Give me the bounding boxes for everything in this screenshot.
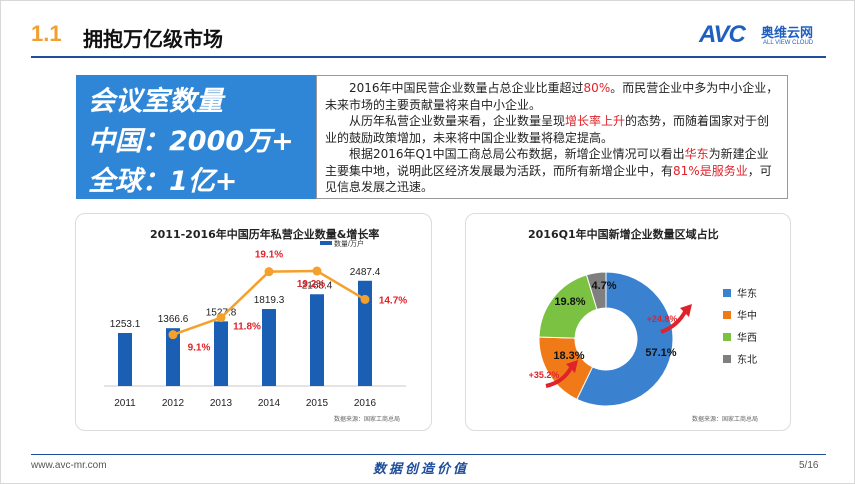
highlight-line-3: 全球：1亿+ — [88, 166, 238, 197]
bar-chart-title: 2011-2016年中国历年私营企业数量&增长率 — [150, 228, 380, 241]
x-tick-label: 2012 — [162, 398, 185, 409]
growth-rate-label: 14.7% — [379, 295, 407, 306]
pie-chart-panel: 2016Q1年中国新增企业数量区域占比 57.1% 18.3% 19.8% 4.7% +… — [465, 213, 791, 431]
growth-rate-label: 11.8% — [233, 322, 261, 333]
x-tick-label: 2013 — [210, 398, 233, 409]
slice-value-label: 18.3% — [553, 350, 584, 362]
legend-label: 华西 — [737, 331, 757, 344]
bar-value-label: 1527.8 — [206, 307, 237, 318]
growth-arrow-icon — [660, 309, 688, 334]
logo-brand: AVC — [699, 21, 746, 48]
slice-value-label: 4.7% — [591, 280, 616, 292]
growth-annotation: +35.2% — [529, 370, 560, 380]
growth-rate-point — [216, 313, 226, 323]
bar-chart-source: 数据来源：国家工商总局 — [334, 416, 401, 423]
growth-rate-point — [168, 330, 178, 340]
bar — [214, 321, 228, 386]
bar-value-label: 2168.4 — [302, 280, 333, 291]
bar-value-label: 1819.3 — [254, 295, 285, 306]
summary-text-box: 2016年中国民营企业数量占总企业比重超过80%。而民营企业中多为中小企业，未来… — [316, 75, 788, 199]
bar — [166, 328, 180, 386]
donut-slice — [585, 271, 607, 310]
x-tick-label: 2014 — [258, 398, 281, 409]
legend-label: 华东 — [737, 287, 757, 300]
legend-bar-swatch — [320, 241, 332, 245]
logo-name-cn: 奥维云网 — [761, 26, 814, 41]
growth-rate-point — [312, 266, 322, 276]
slice-value-label: 19.8% — [554, 296, 585, 308]
bar — [118, 332, 132, 386]
growth-arrowhead-icon — [680, 304, 692, 317]
legend-label: 东北 — [737, 353, 757, 366]
header-divider — [31, 56, 826, 58]
legend-bar-label: 数量/万户 — [334, 239, 364, 248]
legend-label: 华中 — [737, 309, 757, 322]
x-tick-label: 2016 — [354, 398, 377, 409]
bar-chart-panel: 2011-2016年中国历年私营企业数量&增长率 数量/万户 1253.1 201… — [75, 213, 432, 431]
summary-paragraph-3: 根据2016年Q1中国工商总局公布数据，新增企业情况可以看出华东为新建企业主要集… — [325, 147, 772, 194]
footer-slogan: 数据创造价值 — [373, 462, 470, 477]
bar-value-label: 1366.6 — [158, 314, 189, 325]
legend-swatch — [723, 333, 731, 341]
avc-logo: AVC 奥维云网 ALL VIEW CLOUD — [699, 21, 834, 51]
legend-swatch — [723, 311, 731, 319]
growth-annotation: +24.8% — [647, 314, 678, 324]
bar-chart: 数量/万户 1253.1 2011 1366.6 2012 1527.8 2013 1819… — [104, 239, 407, 409]
highlight-box: 会议室数量 中国：2000万+ 全球：1亿+ — [76, 75, 316, 199]
page-title: 拥抱万亿级市场 — [83, 27, 223, 51]
summary-paragraph-1: 2016年中国民营企业数量占总企业比重超过80%。而民营企业中多为中小企业，未来… — [325, 81, 779, 112]
section-number: 1.1 — [31, 21, 62, 46]
donut-slice — [576, 271, 674, 407]
x-tick-label: 2015 — [306, 398, 329, 409]
growth-rate-label: 19.2% — [297, 279, 325, 290]
footer-divider — [31, 454, 826, 455]
bar-value-label: 2487.4 — [350, 267, 381, 278]
pie-chart-source: 数据来源：国家工商总局 — [692, 416, 759, 423]
slice-value-label: 57.1% — [645, 347, 676, 359]
legend-swatch — [723, 289, 731, 297]
growth-arrowhead-icon — [566, 360, 578, 373]
footer-url: www.avc-mr.com — [31, 460, 107, 471]
summary-paragraph-2: 从历年私营企业数量来看，企业数量呈现增长率上升的态势，而随着国家对于创业的鼓励政… — [325, 114, 770, 145]
growth-rate-point — [264, 267, 274, 277]
legend-swatch — [723, 355, 731, 363]
growth-rate-point — [360, 294, 370, 304]
page-number: 5/16 — [799, 460, 819, 471]
bar — [262, 309, 276, 386]
pie-chart-title: 2016Q1年中国新增企业数量区域占比 — [528, 228, 719, 241]
growth-rate-label: 19.1% — [255, 250, 283, 261]
highlight-line-1: 会议室数量 — [88, 86, 223, 117]
bar-value-label: 1253.1 — [110, 319, 141, 330]
x-tick-label: 2011 — [114, 398, 136, 409]
bar — [310, 294, 324, 386]
growth-rate-label: 9.1% — [188, 343, 211, 354]
highlight-line-2: 中国：2000万+ — [88, 126, 294, 157]
logo-name-en: ALL VIEW CLOUD — [763, 40, 814, 46]
bar — [358, 280, 372, 386]
